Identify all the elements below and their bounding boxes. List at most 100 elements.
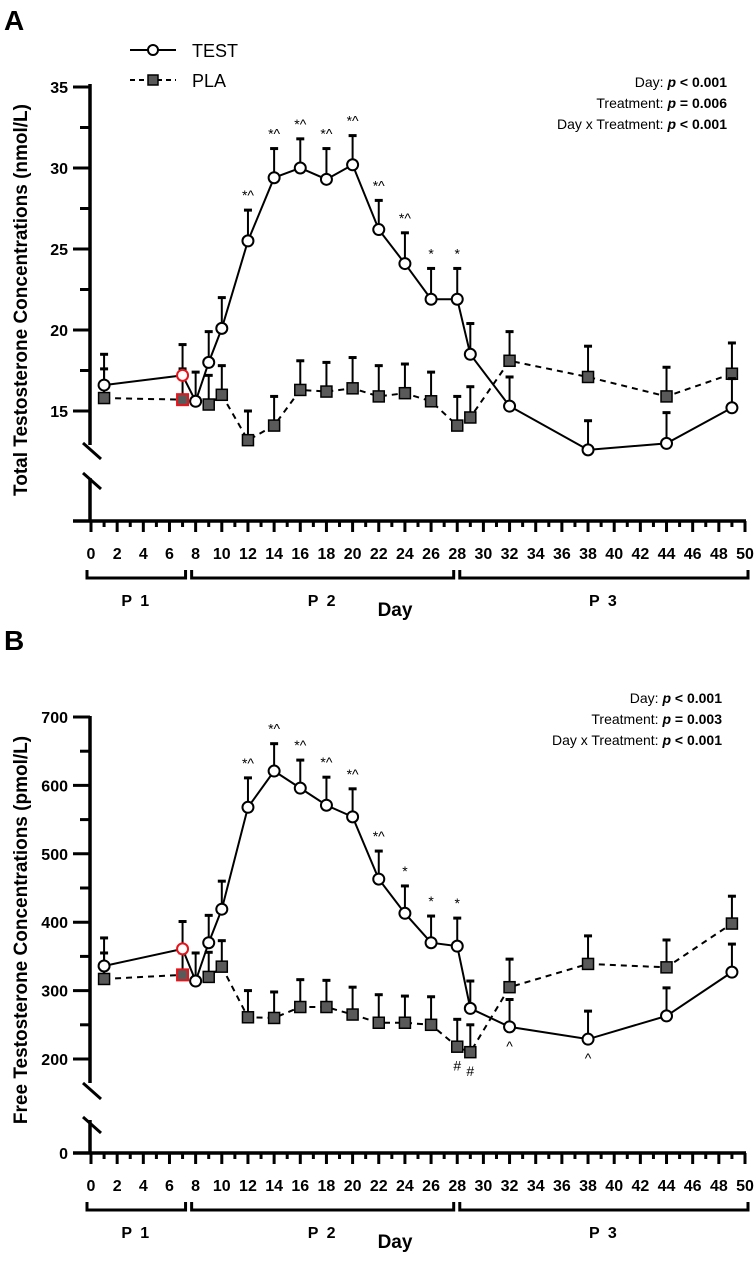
- y-tick-label: 600: [41, 778, 68, 795]
- x-tick-label: 44: [658, 1178, 676, 1195]
- legend: TEST PLA: [130, 41, 238, 91]
- panel-letter-b: B: [4, 625, 24, 656]
- data-point-test: [450, 939, 464, 953]
- data-point-pla: [346, 382, 359, 395]
- significance-marker: ^: [585, 1050, 592, 1066]
- x-tick-label: 32: [501, 1178, 519, 1195]
- y-tick-label: 15: [50, 404, 68, 421]
- data-point-pla: [294, 1000, 307, 1014]
- period-label-p2: P 2: [308, 1225, 338, 1242]
- significance-marker: *: [455, 245, 461, 261]
- stat-label: Day x Treatment:: [552, 732, 662, 748]
- x-tick-label: 32: [501, 546, 519, 563]
- data-point-pla: [176, 393, 190, 407]
- stat-p: p: [666, 74, 679, 90]
- x-tick-label: 6: [165, 546, 174, 563]
- significance-marker: *: [428, 245, 434, 261]
- significance-marker: *^: [242, 187, 254, 203]
- x-tick-label: 48: [710, 546, 728, 563]
- x-tick-label: 30: [475, 546, 493, 563]
- legend-pla-marker: [147, 74, 159, 86]
- data-point-pla: [176, 968, 190, 982]
- data-point-test: [202, 355, 216, 369]
- x-tick-label: 18: [318, 546, 336, 563]
- data-point-pla: [320, 1000, 333, 1014]
- y-axis-title: Free Testosterone Concentrations (pmol/L…: [11, 736, 32, 1124]
- significance-marker: *^: [399, 210, 411, 226]
- x-tick-label: 14: [265, 1178, 283, 1195]
- period-bracket-p2: [190, 1202, 456, 1212]
- significance-marker: *^: [242, 755, 254, 771]
- stat-line: Day x Treatment: p < 0.001: [557, 116, 727, 132]
- stat-label: Day x Treatment:: [557, 116, 667, 132]
- axis-break-mark: [82, 441, 102, 461]
- significance-marker: *: [455, 895, 461, 911]
- x-tick-label: 2: [113, 546, 122, 563]
- stat-label: Day:: [635, 74, 668, 90]
- x-tick-label: 8: [191, 1178, 200, 1195]
- x-tick-label: 30: [475, 1178, 493, 1195]
- significance-marker: *^: [268, 721, 280, 737]
- data-point-test: [725, 965, 739, 979]
- x-tick-label: 40: [605, 546, 623, 563]
- data-point-test: [450, 292, 464, 306]
- data-point-test: [241, 800, 255, 814]
- x-tick-label: 34: [527, 546, 545, 563]
- data-point-pla: [464, 1045, 477, 1059]
- y-tick-label: 500: [41, 847, 68, 864]
- stat-value: < 0.001: [680, 74, 727, 90]
- series-line-test: [103, 769, 733, 1041]
- data-point-test: [176, 368, 190, 382]
- data-point-test: [346, 810, 360, 824]
- data-point-pla: [503, 354, 516, 368]
- data-point-test: [267, 764, 281, 778]
- period-bracket-p1: [85, 1202, 188, 1212]
- x-tick-label: 50: [736, 546, 754, 563]
- significance-marker: #: [453, 1058, 461, 1074]
- significance-marker: *^: [373, 177, 385, 193]
- series-test: [97, 134, 739, 457]
- stat-p: p: [666, 116, 679, 132]
- period-bracket-p2: [190, 570, 456, 580]
- data-point-test: [398, 906, 412, 920]
- stat-label: Day:: [630, 690, 663, 706]
- series-line-pla: [104, 922, 733, 1054]
- data-point-pla: [241, 433, 255, 447]
- x-tick-label: 8: [191, 546, 200, 563]
- x-tick-label: 46: [684, 546, 702, 563]
- data-point-pla: [450, 1040, 464, 1053]
- data-point-test: [398, 257, 412, 271]
- stat-value: < 0.001: [675, 732, 722, 748]
- data-point-test: [581, 1032, 595, 1046]
- period-bracket-p1: [85, 570, 188, 580]
- y-tick-label: 200: [41, 1052, 68, 1069]
- data-point-pla: [581, 370, 595, 384]
- x-tick-label: 14: [265, 546, 283, 563]
- data-point-pla: [202, 398, 215, 411]
- x-tick-label: 4: [139, 546, 148, 563]
- data-point-pla: [372, 390, 386, 403]
- data-point-test: [581, 443, 595, 457]
- y-tick-label: 30: [50, 161, 68, 178]
- data-point-test: [372, 872, 386, 886]
- y-axis-title: Total Testosterone Concentrations (nmol/…: [11, 104, 32, 496]
- stat-line: Day: p < 0.001: [630, 690, 722, 706]
- data-point-test: [293, 781, 307, 795]
- x-tick-label: 4: [139, 1178, 148, 1195]
- legend-pla-label: PLA: [192, 71, 226, 91]
- x-tick-label: 38: [579, 546, 597, 563]
- x-tick-label: 0: [87, 546, 96, 563]
- x-tick-label: 12: [239, 1178, 257, 1195]
- data-point-pla: [424, 1018, 438, 1032]
- series-test: [97, 742, 739, 1046]
- legend-test-label: TEST: [192, 41, 238, 61]
- x-tick-label: 40: [605, 1178, 623, 1195]
- x-tick-label: 20: [344, 1178, 362, 1195]
- x-tick-label: 16: [291, 546, 309, 563]
- data-point-pla: [372, 1016, 386, 1029]
- period-label-p1: P 1: [121, 1225, 151, 1242]
- data-point-pla: [464, 411, 477, 424]
- x-tick-label: 28: [448, 1178, 466, 1195]
